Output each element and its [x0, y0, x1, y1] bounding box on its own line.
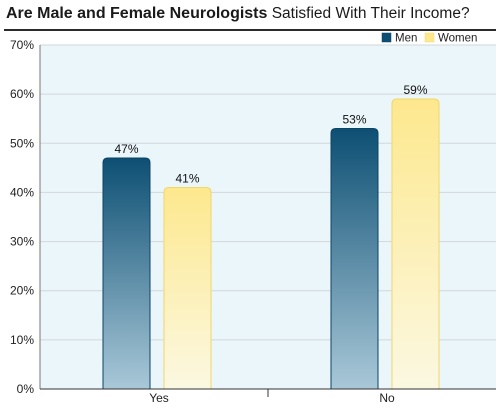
- y-tick-label: 30%: [10, 235, 34, 249]
- y-tick-label: 20%: [10, 284, 34, 298]
- legend-swatch-women: [424, 32, 435, 43]
- title-underline: [4, 29, 496, 31]
- y-tick-label: 10%: [10, 333, 34, 347]
- bar-men-no: [330, 128, 379, 390]
- bar-women-yes: [163, 187, 212, 390]
- data-label: 47%: [114, 142, 138, 156]
- y-tick-label: 50%: [10, 136, 34, 150]
- legend-label-men: Men: [395, 33, 417, 45]
- data-label: 41%: [175, 172, 199, 186]
- chart-title: Are Male and Female Neurologists Satisfi…: [6, 5, 496, 31]
- legend-swatch-men: [381, 32, 392, 43]
- bar-women-no: [391, 98, 440, 390]
- bar-men-yes: [102, 157, 151, 390]
- data-label: 53%: [342, 113, 366, 127]
- y-tick-label: 60%: [10, 87, 34, 101]
- data-label: 59%: [403, 83, 427, 97]
- chart-title-rest: Satisfied With Their Income?: [267, 5, 470, 22]
- legend-label-women: Women: [438, 33, 477, 45]
- x-tick-label: Yes: [149, 391, 169, 405]
- y-tick-label: 40%: [10, 185, 34, 199]
- chart-title-bold: Are Male and Female Neurologists: [6, 5, 268, 22]
- x-tick-label: No: [379, 391, 395, 405]
- y-tick-label: 70%: [10, 38, 34, 52]
- y-tick-label: 0%: [17, 382, 35, 396]
